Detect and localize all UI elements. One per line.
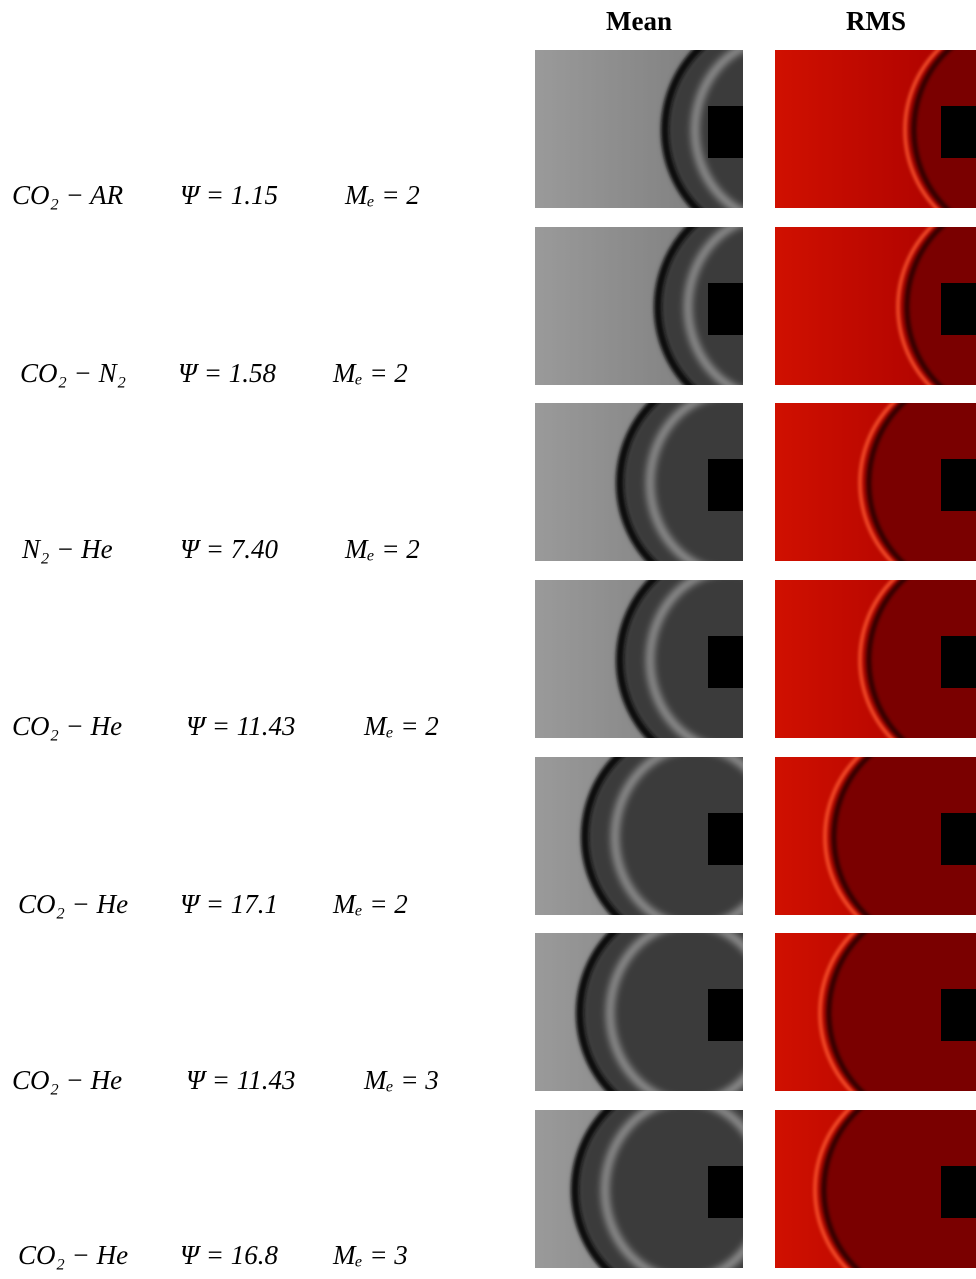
obstacle	[708, 1166, 743, 1218]
mach-label: Mₑ = 3	[363, 1065, 439, 1095]
mach-label: Mₑ = 2	[344, 180, 420, 210]
mach-label: Mₑ = 2	[363, 711, 439, 741]
obstacle	[708, 459, 743, 511]
gas-label: CO₂ − He	[12, 1065, 122, 1095]
gas-label: CO₂ − AR	[12, 180, 124, 210]
obstacle	[708, 813, 743, 865]
column-header: RMS	[846, 6, 906, 36]
obstacle	[708, 106, 743, 158]
rms-image	[775, 727, 976, 947]
column-header: Mean	[606, 6, 672, 36]
psi-label: Ψ = 1.15	[180, 180, 278, 210]
rms-image	[775, 550, 976, 770]
obstacle	[941, 283, 976, 335]
psi-label: Ψ = 11.43	[186, 1065, 295, 1095]
figure: Mean RMS CO₂ − AR Ψ = 1.15 Mₑ = 2 CO₂ − N₂ Ψ…	[0, 0, 976, 1279]
mach-label: Mₑ = 2	[344, 534, 420, 564]
mach-label: Mₑ = 2	[332, 889, 408, 919]
obstacle	[941, 989, 976, 1041]
mean-image	[535, 727, 795, 947]
gas-label: CO₂ − He	[12, 711, 122, 741]
rms-image	[775, 20, 976, 240]
obstacle	[708, 283, 743, 335]
rms-image	[775, 903, 976, 1123]
obstacle	[941, 636, 976, 688]
rms-image	[775, 197, 976, 417]
psi-label: Ψ = 7.40	[180, 534, 278, 564]
psi-label: Ψ = 1.58	[178, 358, 276, 388]
gas-label: N₂ − He	[21, 534, 113, 564]
gas-label: CO₂ − N₂	[20, 358, 126, 388]
obstacle	[708, 989, 743, 1041]
gas-label: CO₂ − He	[18, 889, 128, 919]
psi-label: Ψ = 17.1	[180, 889, 278, 919]
obstacle	[941, 1166, 976, 1218]
obstacle	[708, 636, 743, 688]
mach-label: Mₑ = 3	[332, 1240, 408, 1270]
gas-label: CO₂ − He	[18, 1240, 128, 1270]
psi-label: Ψ = 11.43	[186, 711, 295, 741]
obstacle	[941, 459, 976, 511]
obstacle	[941, 813, 976, 865]
psi-label: Ψ = 16.8	[180, 1240, 278, 1270]
rms-image	[775, 1080, 976, 1279]
mean-image	[535, 903, 790, 1123]
rms-image	[775, 373, 976, 593]
mach-label: Mₑ = 2	[332, 358, 408, 388]
obstacle	[941, 106, 976, 158]
mean-image	[535, 1080, 785, 1279]
